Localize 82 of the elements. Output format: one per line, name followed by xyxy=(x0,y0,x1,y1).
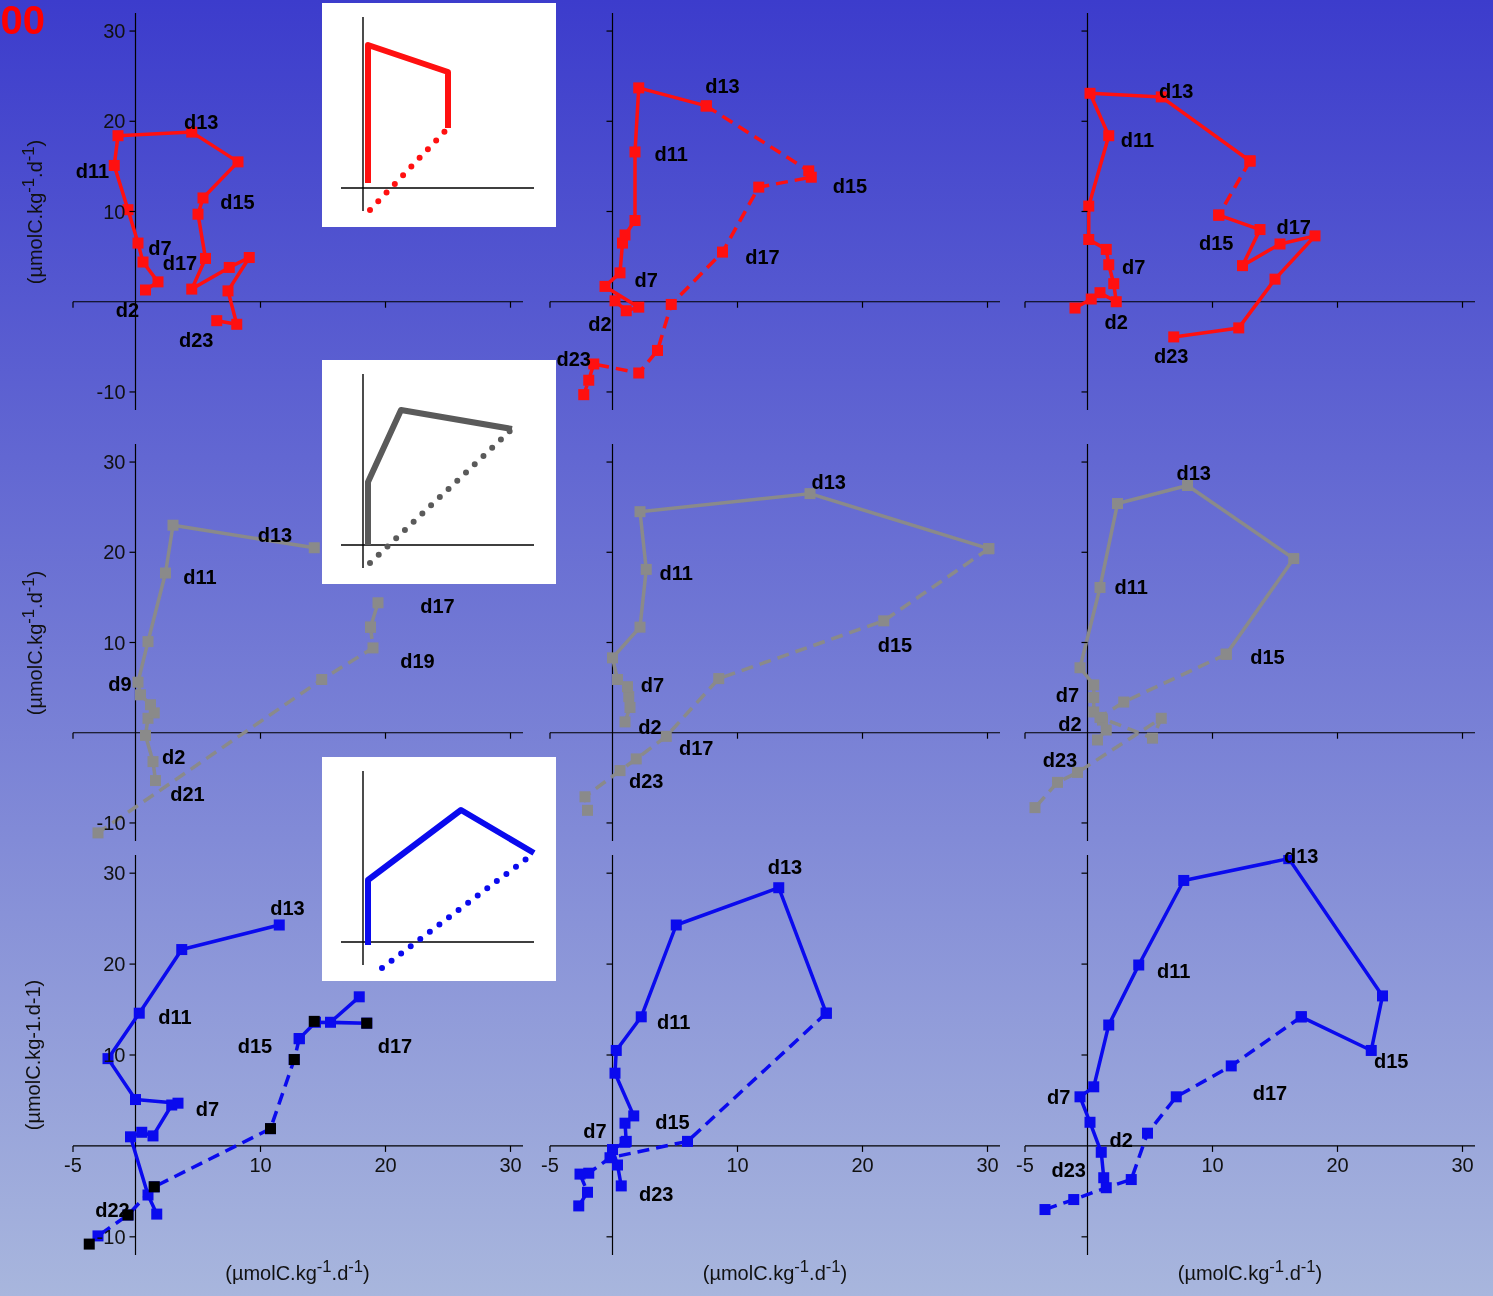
annotation: d7 xyxy=(1122,255,1146,279)
annotation: d17 xyxy=(679,736,714,760)
annotation: d11 xyxy=(659,561,693,585)
annotation: d2 xyxy=(1109,1128,1133,1152)
annotation: d15 xyxy=(237,1034,273,1058)
annotation: d15 xyxy=(1199,231,1234,255)
annotation: d15 xyxy=(1374,1049,1409,1073)
annotation: d13 xyxy=(705,74,740,98)
annotation: d13 xyxy=(184,110,219,134)
annotation: d17 xyxy=(377,1034,413,1058)
annotation: d11 xyxy=(183,565,217,589)
x-tick-label: 10 xyxy=(248,1153,272,1176)
annotation: d15 xyxy=(220,190,255,214)
annotation: d7 xyxy=(1047,1085,1071,1109)
text: 00 xyxy=(0,0,45,42)
annotation: d21 xyxy=(170,782,205,806)
annotation: d11 xyxy=(158,1005,192,1029)
x-tick-label: 20 xyxy=(851,1153,874,1176)
annotation: d2 xyxy=(1104,310,1128,334)
x-tick-label: -5 xyxy=(63,1153,82,1176)
annotation: d7 xyxy=(640,673,665,697)
annotation: d9 xyxy=(108,672,132,696)
x-tick-label: 10 xyxy=(726,1153,749,1176)
annotation: d23 xyxy=(1154,344,1189,368)
annotation: d2 xyxy=(162,745,186,769)
annotation: d13 xyxy=(767,855,803,879)
annotation: d11 xyxy=(1114,575,1148,599)
x-tick-label: 20 xyxy=(373,1153,397,1176)
x-axis-title: (µmolC.kg$^{-1}$.d$^{-1}$) xyxy=(225,1257,370,1285)
annotation: d2 xyxy=(1058,712,1082,736)
annotation: d23 xyxy=(639,1182,674,1206)
annotation: d19 xyxy=(400,649,435,673)
annotation: d23 xyxy=(1051,1158,1086,1182)
annotation: d17 xyxy=(1252,1081,1288,1105)
annotation: d11 xyxy=(1157,959,1191,983)
y-tick-label: 30 xyxy=(102,451,125,474)
annotation: d7 xyxy=(583,1119,607,1143)
x-tick-label: -5 xyxy=(1016,1153,1034,1176)
x-tick-label: 30 xyxy=(498,1153,522,1176)
annotation: d7 xyxy=(634,268,658,292)
annotation: d11 xyxy=(654,142,688,166)
annotation: d13 xyxy=(270,896,305,920)
annotation: d13 xyxy=(811,470,846,494)
x-tick-label: 30 xyxy=(1451,1153,1474,1176)
y-tick-label: 20 xyxy=(102,110,125,133)
x-tick-label: 30 xyxy=(976,1153,999,1176)
annotation: d7 xyxy=(1055,683,1080,707)
annotation: d11 xyxy=(75,159,110,183)
annotation: d17 xyxy=(420,594,455,618)
annotation: d15 xyxy=(655,1110,690,1134)
y-tick-label: 10 xyxy=(102,631,125,654)
annotation: d13 xyxy=(1284,844,1319,868)
annotation: d2 xyxy=(588,312,612,336)
annotation: d15 xyxy=(877,633,913,657)
y-tick-label: 10 xyxy=(102,200,125,223)
y-tick-label: 30 xyxy=(102,862,125,885)
annotation: d17 xyxy=(1276,215,1311,239)
y-tick-label: 20 xyxy=(102,953,125,976)
annotation: d23 xyxy=(556,347,591,371)
x-axis-title: (µmolC.kg$^{-1}$.d$^{-1}$) xyxy=(702,1257,848,1285)
x-tick-label: -5 xyxy=(541,1153,559,1176)
y-tick-label: -10 xyxy=(96,811,125,834)
annotation: d17 xyxy=(745,245,780,269)
annotation: d23 xyxy=(629,769,664,793)
annotation: d13 xyxy=(1159,79,1194,103)
annotation: d7 xyxy=(195,1097,220,1121)
y-tick-label: 30 xyxy=(102,20,125,43)
annotation: d13 xyxy=(257,523,293,547)
x-tick-label: 20 xyxy=(1326,1153,1349,1176)
annotation: d15 xyxy=(1250,645,1285,669)
annotation: d11 xyxy=(1120,128,1155,152)
y-axis-title: (µmolC.kg-1.d-1) xyxy=(21,979,44,1131)
annotation: d15 xyxy=(832,174,868,198)
annotation: d11 xyxy=(657,1010,691,1034)
y-tick-label: -10 xyxy=(96,1225,125,1248)
annotation: d13 xyxy=(1176,461,1211,485)
y-tick-label: 20 xyxy=(102,541,125,564)
annotation: d23 xyxy=(179,328,214,352)
x-tick-label: 10 xyxy=(1201,1153,1224,1176)
y-tick-label: -10 xyxy=(96,380,125,403)
x-axis-title: (µmolC.kg$^{-1}$.d$^{-1}$) xyxy=(1177,1257,1323,1285)
annotation: d23 xyxy=(1042,748,1078,772)
